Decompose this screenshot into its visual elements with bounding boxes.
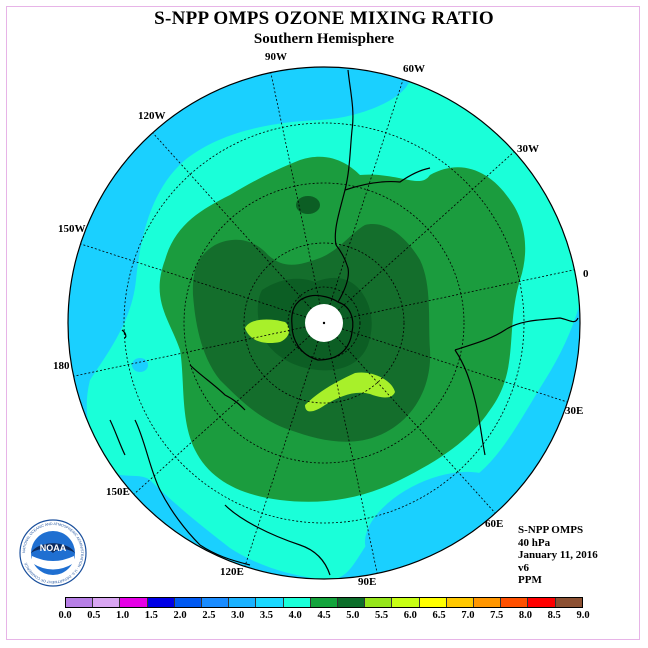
colorbar-swatch <box>283 598 311 607</box>
colorbar-swatch <box>174 598 203 607</box>
colorbar-swatch <box>338 598 366 607</box>
logo-wave <box>32 556 74 570</box>
colorbar-tick-label: 7.0 <box>461 610 475 621</box>
colorbar-tick-label: 3.5 <box>259 610 273 621</box>
meridian-line <box>133 335 311 495</box>
info-units: PPM <box>518 574 542 586</box>
colorbar-tick-label: 8.0 <box>518 610 532 621</box>
label-60w: 60W <box>403 63 425 75</box>
colorbar-swatch <box>501 598 529 607</box>
info-date: January 11, 2016 <box>518 549 598 561</box>
meridian-line <box>270 72 321 305</box>
graticule <box>123 122 525 524</box>
colorbar-swatch <box>120 598 148 607</box>
colorbar-tick-label: 1.0 <box>115 610 130 621</box>
colorbar-tick-label: 9.0 <box>576 610 590 621</box>
label-90w: 90W <box>265 51 287 63</box>
colorbar-tick-label: 0.0 <box>58 610 72 621</box>
colorbar-swatch <box>93 598 121 607</box>
info-level: 40 hPa <box>518 536 551 549</box>
colorbar-tick-label: 4.0 <box>288 610 302 621</box>
band-5-5-patch-west <box>245 319 290 344</box>
noaa-logo: NOAA NATIONAL OCEANIC AND ATMOSPHERIC AD… <box>19 519 87 587</box>
label-150w: 150W <box>58 223 86 235</box>
colorbar <box>65 597 583 608</box>
meridian-line <box>80 243 307 318</box>
colorbar-swatch <box>310 598 339 607</box>
colorbar-swatch <box>365 598 393 607</box>
map-subtitle: Southern Hemisphere <box>253 31 395 47</box>
info-block: S-NPP OMPS 40 hPa January 11, 2016 v6 PP… <box>518 524 598 587</box>
meridian-line <box>73 326 306 377</box>
logo-text: NOAA <box>40 543 67 553</box>
colorbar-swatch <box>474 598 502 607</box>
label-30e: 30E <box>565 405 584 417</box>
meridian-line <box>337 151 515 311</box>
colorbar-swatch <box>66 598 94 607</box>
info-instrument: S-NPP OMPS <box>518 524 584 536</box>
logo-bird <box>31 543 75 553</box>
band-5-5-patch-east <box>305 372 395 412</box>
colorbar-tick-label: 0.5 <box>87 610 101 621</box>
meridian-line <box>336 336 496 514</box>
colorbar-tick-label: 6.5 <box>432 610 446 621</box>
colorbar-tick-label: 5.0 <box>346 610 360 621</box>
colorbar-tick-label: 3.0 <box>231 610 245 621</box>
map-boundary <box>67 66 581 580</box>
label-90e: 90E <box>358 576 377 588</box>
colorbar-swatch <box>392 598 420 607</box>
colorbar-tick-label: 2.0 <box>173 610 187 621</box>
label-180: 180 <box>53 360 70 372</box>
label-30w: 30W <box>517 143 539 155</box>
meridian-line <box>342 269 575 320</box>
label-150e: 150E <box>106 486 130 498</box>
colorbar-swatch <box>147 598 175 607</box>
label-60e: 60E <box>485 518 504 530</box>
colorbar-swatch <box>229 598 257 607</box>
colorbar-tick-label: 7.5 <box>490 610 504 621</box>
colorbar-tick-label: 4.5 <box>317 610 331 621</box>
colorbar-swatch <box>419 598 447 607</box>
colorbar-tick-label: 2.5 <box>202 610 216 621</box>
band-5-0-patch <box>296 196 320 214</box>
meridian-line <box>329 79 404 306</box>
map-title: S-NPP OMPS OZONE MIXING RATIO <box>154 8 494 29</box>
meridian-line <box>341 328 568 403</box>
meridians <box>73 72 575 574</box>
label-120e: 120E <box>220 566 244 578</box>
label-0: 0 <box>583 268 589 280</box>
coastlines <box>109 69 579 576</box>
colorbar-swatch <box>202 598 230 607</box>
band-3-0-patch <box>132 358 148 372</box>
colorbar-tick-label: 6.0 <box>403 610 417 621</box>
colorbar-tick-label: 8.5 <box>547 610 561 621</box>
colorbar-swatch <box>256 598 284 607</box>
colorbar-tick-label: 1.5 <box>144 610 158 621</box>
colorbar-swatch <box>446 598 475 607</box>
meridian-line <box>244 340 319 567</box>
colorbar-tick-label: 5.5 <box>374 610 389 621</box>
page-frame <box>6 6 640 640</box>
south-pole-marker <box>322 321 326 325</box>
meridian-line <box>327 341 378 574</box>
colorbar-ticks: 0.0 0.5 1.0 1.5 2.0 2.5 3.0 3.5 4.0 4.5 5.0 5.5 6.0 6… <box>58 610 598 624</box>
label-120w: 120W <box>138 110 166 122</box>
info-version: v6 <box>518 561 529 574</box>
colorbar-swatch <box>528 598 556 607</box>
colorbar-swatch <box>555 598 582 607</box>
meridian-line <box>152 132 312 310</box>
